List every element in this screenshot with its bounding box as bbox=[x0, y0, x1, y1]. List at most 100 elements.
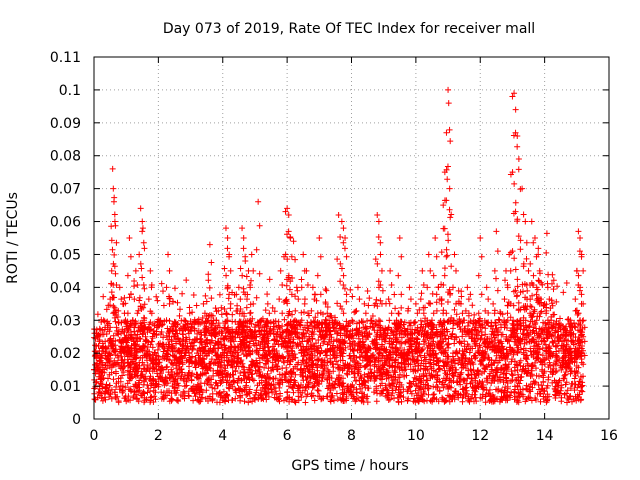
data-point bbox=[525, 267, 532, 274]
data-point bbox=[116, 284, 123, 291]
data-point bbox=[292, 293, 299, 300]
data-point bbox=[375, 218, 382, 225]
data-point bbox=[227, 267, 234, 274]
data-point bbox=[515, 233, 522, 240]
data-point bbox=[514, 143, 521, 150]
data-point bbox=[475, 272, 482, 279]
data-point bbox=[279, 310, 286, 317]
data-point bbox=[514, 276, 521, 283]
data-point bbox=[482, 331, 489, 338]
data-point bbox=[504, 310, 511, 317]
data-point bbox=[448, 211, 455, 218]
y-tick-label: 0.08 bbox=[50, 149, 81, 165]
data-point bbox=[124, 272, 131, 279]
data-point bbox=[388, 310, 395, 317]
data-point bbox=[139, 274, 146, 281]
data-point bbox=[395, 310, 402, 317]
data-point bbox=[531, 235, 538, 241]
data-point bbox=[494, 287, 501, 294]
data-point bbox=[444, 231, 451, 238]
data-point bbox=[433, 307, 440, 314]
data-point bbox=[292, 256, 299, 263]
x-tick-label: 6 bbox=[283, 428, 292, 444]
data-point bbox=[112, 222, 119, 229]
data-point bbox=[221, 265, 228, 272]
data-point bbox=[388, 282, 395, 289]
data-point bbox=[440, 225, 447, 232]
y-tick-label: 0.03 bbox=[50, 313, 81, 329]
data-point bbox=[181, 317, 188, 324]
data-point bbox=[111, 251, 118, 258]
data-point bbox=[223, 272, 230, 279]
data-point bbox=[465, 296, 472, 303]
data-point bbox=[298, 284, 305, 291]
data-point bbox=[444, 298, 451, 305]
data-point bbox=[515, 156, 522, 163]
data-point bbox=[433, 291, 440, 298]
data-point bbox=[247, 284, 254, 291]
data-point bbox=[433, 253, 440, 260]
data-point bbox=[450, 284, 456, 291]
data-point bbox=[427, 267, 434, 274]
data-point bbox=[494, 248, 501, 255]
data-point bbox=[127, 253, 134, 260]
data-point bbox=[340, 239, 347, 246]
data-point bbox=[504, 284, 511, 291]
data-point bbox=[108, 289, 115, 296]
data-point bbox=[482, 307, 489, 314]
data-point bbox=[459, 310, 466, 317]
data-point bbox=[109, 165, 116, 172]
data-point bbox=[343, 291, 350, 298]
data-point bbox=[206, 241, 213, 248]
data-point bbox=[203, 298, 210, 305]
data-point bbox=[414, 310, 421, 317]
data-point bbox=[441, 265, 448, 272]
data-point bbox=[113, 239, 120, 246]
data-point bbox=[288, 253, 295, 260]
data-point bbox=[514, 216, 521, 223]
data-point bbox=[377, 239, 384, 246]
data-point bbox=[109, 246, 116, 253]
data-point bbox=[255, 198, 262, 205]
data-point bbox=[276, 296, 283, 303]
data-point bbox=[110, 198, 117, 205]
data-point bbox=[334, 256, 341, 263]
data-point bbox=[517, 246, 524, 253]
data-point bbox=[337, 234, 344, 241]
y-tick-label: 0.02 bbox=[50, 346, 81, 362]
data-point bbox=[131, 296, 138, 303]
data-point bbox=[444, 252, 451, 259]
data-point bbox=[361, 300, 368, 307]
data-point bbox=[141, 285, 148, 292]
data-point bbox=[137, 260, 144, 267]
data-point bbox=[110, 185, 117, 192]
data-point bbox=[523, 239, 530, 246]
data-point bbox=[237, 296, 244, 303]
data-point bbox=[256, 270, 263, 277]
data-point bbox=[519, 185, 526, 192]
data-point bbox=[491, 307, 498, 314]
data-point bbox=[317, 291, 324, 298]
data-point bbox=[163, 284, 170, 291]
data-point bbox=[237, 305, 244, 312]
data-point bbox=[277, 267, 284, 274]
data-point bbox=[354, 284, 361, 291]
data-point bbox=[250, 267, 257, 274]
data-point bbox=[387, 267, 394, 274]
data-point bbox=[134, 310, 141, 317]
data-point bbox=[509, 93, 516, 100]
data-point bbox=[141, 245, 148, 252]
data-point bbox=[340, 225, 347, 232]
data-point bbox=[491, 267, 498, 274]
data-point bbox=[425, 251, 432, 258]
y-tick-label: 0.11 bbox=[50, 50, 81, 66]
data-point bbox=[284, 205, 291, 212]
data-point bbox=[317, 253, 324, 260]
data-point bbox=[490, 300, 497, 307]
data-point bbox=[417, 296, 424, 303]
x-tick-label: 14 bbox=[536, 428, 554, 444]
data-point bbox=[514, 132, 521, 139]
data-point bbox=[406, 284, 413, 291]
data-point bbox=[438, 249, 445, 256]
